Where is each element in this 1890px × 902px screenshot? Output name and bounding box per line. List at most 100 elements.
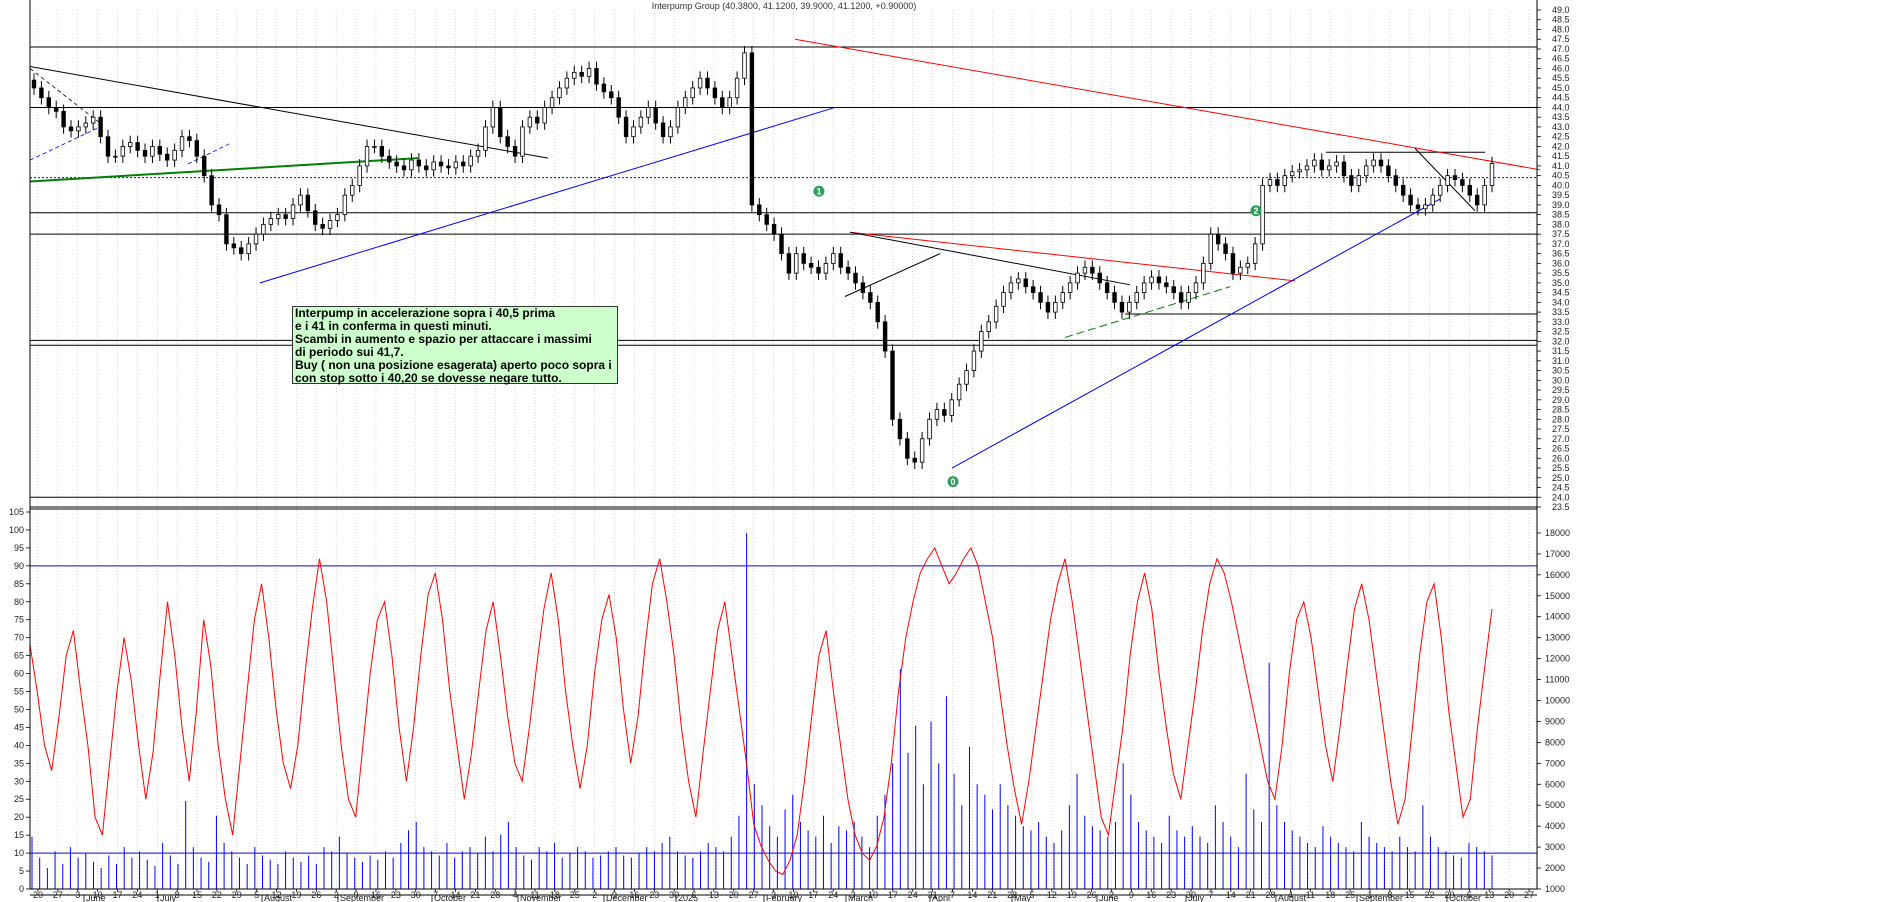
candle bbox=[468, 149, 473, 173]
candle bbox=[268, 211, 274, 232]
trendline-blue bbox=[951, 198, 1441, 469]
price-tick-label: 34.5 bbox=[1552, 288, 1570, 298]
candle bbox=[150, 139, 155, 163]
candle bbox=[505, 129, 510, 154]
candle bbox=[157, 139, 163, 162]
candle bbox=[113, 149, 118, 163]
day-tick-label: 28 bbox=[1266, 890, 1276, 900]
candle bbox=[261, 217, 266, 241]
day-tick-label: 11 bbox=[530, 890, 539, 900]
price-tick-label: 30.5 bbox=[1552, 366, 1570, 376]
candle-body bbox=[683, 97, 688, 108]
candle-body bbox=[831, 253, 836, 264]
x-axis-day-ticks: 20 27 3 10 17 24 1 8 15 22 29 5 12 19 26 2 9 16 23 30 7 14 21 2… bbox=[33, 889, 1534, 900]
candle-body bbox=[98, 116, 103, 138]
candle bbox=[475, 143, 481, 163]
candle-body bbox=[697, 77, 703, 89]
candle bbox=[993, 299, 999, 329]
candle-body bbox=[542, 107, 547, 124]
day-tick-label: 10 bbox=[788, 890, 798, 900]
price-tick-label: 44.5 bbox=[1552, 93, 1570, 103]
oscillator-levels bbox=[30, 565, 1537, 854]
day-tick-label: 6 bbox=[692, 890, 697, 900]
oscillator-tick-label: 105 bbox=[9, 507, 24, 517]
day-tick-label: 27 bbox=[53, 890, 63, 900]
candle bbox=[46, 90, 52, 115]
axes bbox=[29, 0, 1538, 896]
candle-body bbox=[1356, 175, 1361, 186]
volume-tick-label: 1000 bbox=[1545, 884, 1565, 894]
day-tick-label: 29 bbox=[1444, 890, 1454, 900]
candle-body bbox=[39, 87, 44, 99]
price-tick-label: 29.5 bbox=[1552, 385, 1570, 395]
price-tick-label: 32.0 bbox=[1552, 336, 1570, 346]
day-tick-label: 2 bbox=[592, 890, 597, 900]
candlestick-series bbox=[31, 46, 1495, 469]
candle-body bbox=[120, 146, 126, 157]
day-tick-label: 10 bbox=[93, 890, 103, 900]
candle bbox=[350, 178, 355, 202]
candle-body bbox=[1460, 179, 1465, 186]
candle-body bbox=[387, 155, 392, 163]
candle bbox=[890, 344, 895, 427]
candle-body bbox=[409, 159, 414, 171]
candle bbox=[1437, 178, 1443, 202]
day-tick-label: 13 bbox=[709, 890, 719, 900]
candle-body bbox=[1371, 159, 1376, 167]
candle-body bbox=[549, 97, 555, 108]
day-tick-label: 23 bbox=[1166, 890, 1176, 900]
volume-tick-label: 15000 bbox=[1545, 591, 1570, 601]
day-tick-label: 7 bbox=[1208, 890, 1213, 900]
candle-body bbox=[305, 194, 311, 212]
candle-body bbox=[105, 136, 111, 157]
volume-axis-ticks: 18000 17000 16000 15000 14000 13000 12000 11000… bbox=[1537, 528, 1570, 894]
wave-label: 0 bbox=[947, 476, 959, 488]
candle bbox=[1215, 227, 1221, 251]
month-tick-label: March bbox=[848, 893, 873, 902]
candle bbox=[1260, 178, 1265, 251]
candle-body bbox=[1119, 301, 1125, 313]
month-tick-label: July bbox=[1188, 893, 1205, 902]
price-tick-label: 45.0 bbox=[1552, 83, 1570, 93]
day-tick-label: 29 bbox=[232, 890, 242, 900]
candle-body bbox=[942, 409, 947, 416]
candle bbox=[1016, 272, 1021, 290]
candle-body bbox=[993, 305, 999, 323]
candle-body bbox=[1008, 282, 1014, 294]
candle-body bbox=[1023, 278, 1028, 288]
candle-body bbox=[1474, 194, 1480, 206]
day-tick-label: 31 bbox=[928, 890, 938, 900]
price-tick-label: 44.0 bbox=[1552, 102, 1570, 112]
candle bbox=[875, 295, 880, 329]
candle bbox=[638, 110, 644, 134]
month-tick-label: November bbox=[520, 893, 562, 902]
candle-body bbox=[1282, 175, 1287, 186]
volume-tick-label: 3000 bbox=[1545, 842, 1565, 852]
day-tick-label: 20 bbox=[33, 890, 43, 900]
price-tick-label: 43.0 bbox=[1552, 122, 1570, 132]
day-tick-label: 25 bbox=[570, 890, 580, 900]
day-tick-label: 17 bbox=[808, 890, 818, 900]
candle bbox=[438, 155, 444, 173]
day-tick-label: 5 bbox=[1029, 890, 1034, 900]
volume-tick-label: 8000 bbox=[1545, 737, 1565, 747]
candle bbox=[956, 377, 962, 407]
candle bbox=[1156, 270, 1162, 290]
day-tick-label: 26 bbox=[311, 890, 321, 900]
candle bbox=[231, 237, 237, 255]
price-tick-label: 27.0 bbox=[1552, 434, 1570, 444]
candle bbox=[601, 77, 607, 99]
day-tick-label: 2 bbox=[1109, 890, 1114, 900]
candle-body bbox=[638, 116, 644, 128]
note-line: e i 41 in conferma in questi minuti. bbox=[295, 320, 492, 333]
candle-body bbox=[882, 321, 888, 352]
candle bbox=[39, 81, 44, 105]
candle-body bbox=[424, 165, 429, 171]
month-tick-label: September bbox=[340, 893, 384, 902]
candle bbox=[1474, 188, 1480, 212]
candle-body bbox=[1178, 292, 1184, 303]
candle bbox=[1178, 285, 1184, 310]
month-tick-label: May bbox=[1014, 893, 1032, 902]
candle-body bbox=[283, 214, 288, 219]
price-tick-label: 28.5 bbox=[1552, 405, 1570, 415]
